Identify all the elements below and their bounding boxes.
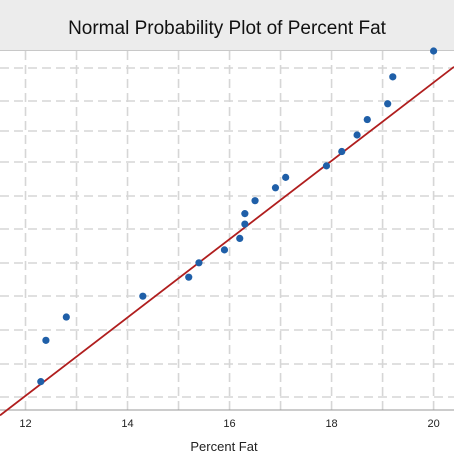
data-points bbox=[37, 47, 438, 386]
data-point bbox=[139, 292, 147, 300]
data-point bbox=[185, 273, 193, 281]
x-tick-label: 20 bbox=[427, 418, 439, 430]
data-point bbox=[429, 47, 438, 55]
data-point bbox=[322, 162, 331, 170]
x-axis-label: Percent Fat bbox=[190, 439, 258, 454]
data-point bbox=[62, 313, 70, 321]
x-tick-label: 12 bbox=[19, 418, 31, 430]
data-point bbox=[363, 115, 371, 124]
title-bar bbox=[0, 0, 454, 51]
data-point bbox=[251, 197, 259, 205]
x-tick-label: 14 bbox=[121, 418, 133, 430]
chart-title: Normal Probability Plot of Percent Fat bbox=[68, 18, 386, 39]
x-tick-label: 16 bbox=[223, 418, 235, 430]
data-point bbox=[384, 100, 392, 108]
data-point bbox=[195, 259, 203, 267]
data-point bbox=[241, 220, 249, 228]
data-point bbox=[236, 234, 244, 242]
fit-line bbox=[0, 66, 454, 417]
data-point bbox=[338, 147, 346, 156]
data-point bbox=[37, 378, 45, 386]
data-point bbox=[220, 246, 229, 254]
x-tick-label: 18 bbox=[325, 418, 337, 430]
x-tick-labels: 12 14 16 18 20 bbox=[19, 418, 439, 430]
horizontal-gridlines bbox=[0, 67, 454, 398]
data-point bbox=[271, 184, 280, 192]
data-point bbox=[389, 73, 397, 81]
data-point bbox=[42, 336, 50, 344]
data-point bbox=[241, 210, 249, 218]
data-point bbox=[282, 173, 290, 181]
data-point bbox=[353, 131, 361, 139]
vertical-gridlines bbox=[24, 51, 435, 410]
